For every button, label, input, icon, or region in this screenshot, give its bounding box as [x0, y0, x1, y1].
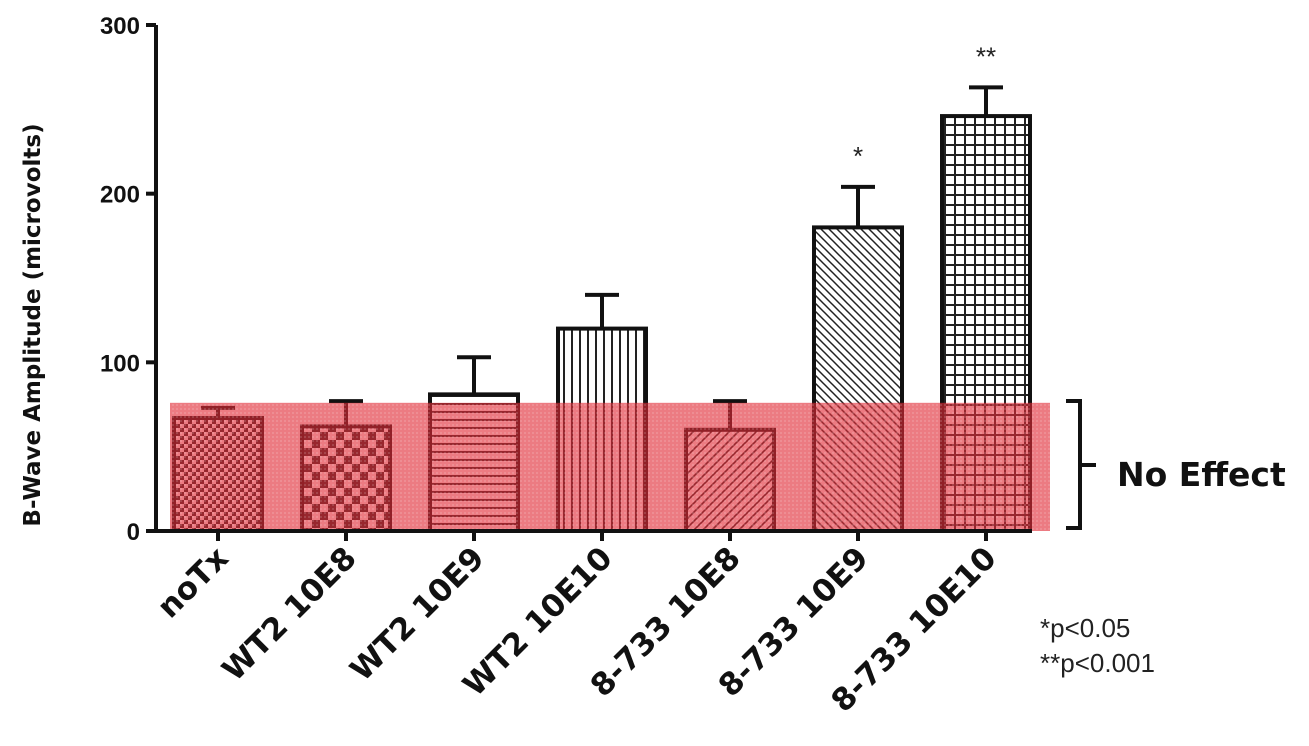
y-tick-label-2: 200 [100, 182, 140, 209]
y-axis-label: B-Wave Amplitude (microvolts) [20, 123, 46, 526]
significance-mark-5: * [853, 141, 863, 171]
significance-mark-6: ** [976, 41, 996, 71]
y-tick-label-3: 300 [100, 13, 140, 40]
no-effect-label: No Effect [1117, 455, 1286, 494]
x-tick-label-1: WT2 10E8 [215, 540, 363, 688]
note-p0001: **p<0.001 [1040, 648, 1155, 678]
x-tick-label-0: noTx [150, 540, 235, 625]
significance-notes: *p<0.05 **p<0.001 [1040, 613, 1155, 678]
no-effect-band-layer [170, 402, 1050, 531]
note-p005: *p<0.05 [1040, 613, 1130, 643]
y-ticks: 0 100 200 300 [100, 13, 156, 546]
no-effect-annotation: No Effect [1066, 399, 1286, 530]
y-tick-label-0: 0 [127, 519, 140, 546]
no-effect-bracket [1066, 399, 1096, 530]
y-tick-label-1: 100 [100, 350, 140, 377]
axes [154, 25, 1032, 533]
no-effect-band [170, 402, 1050, 531]
